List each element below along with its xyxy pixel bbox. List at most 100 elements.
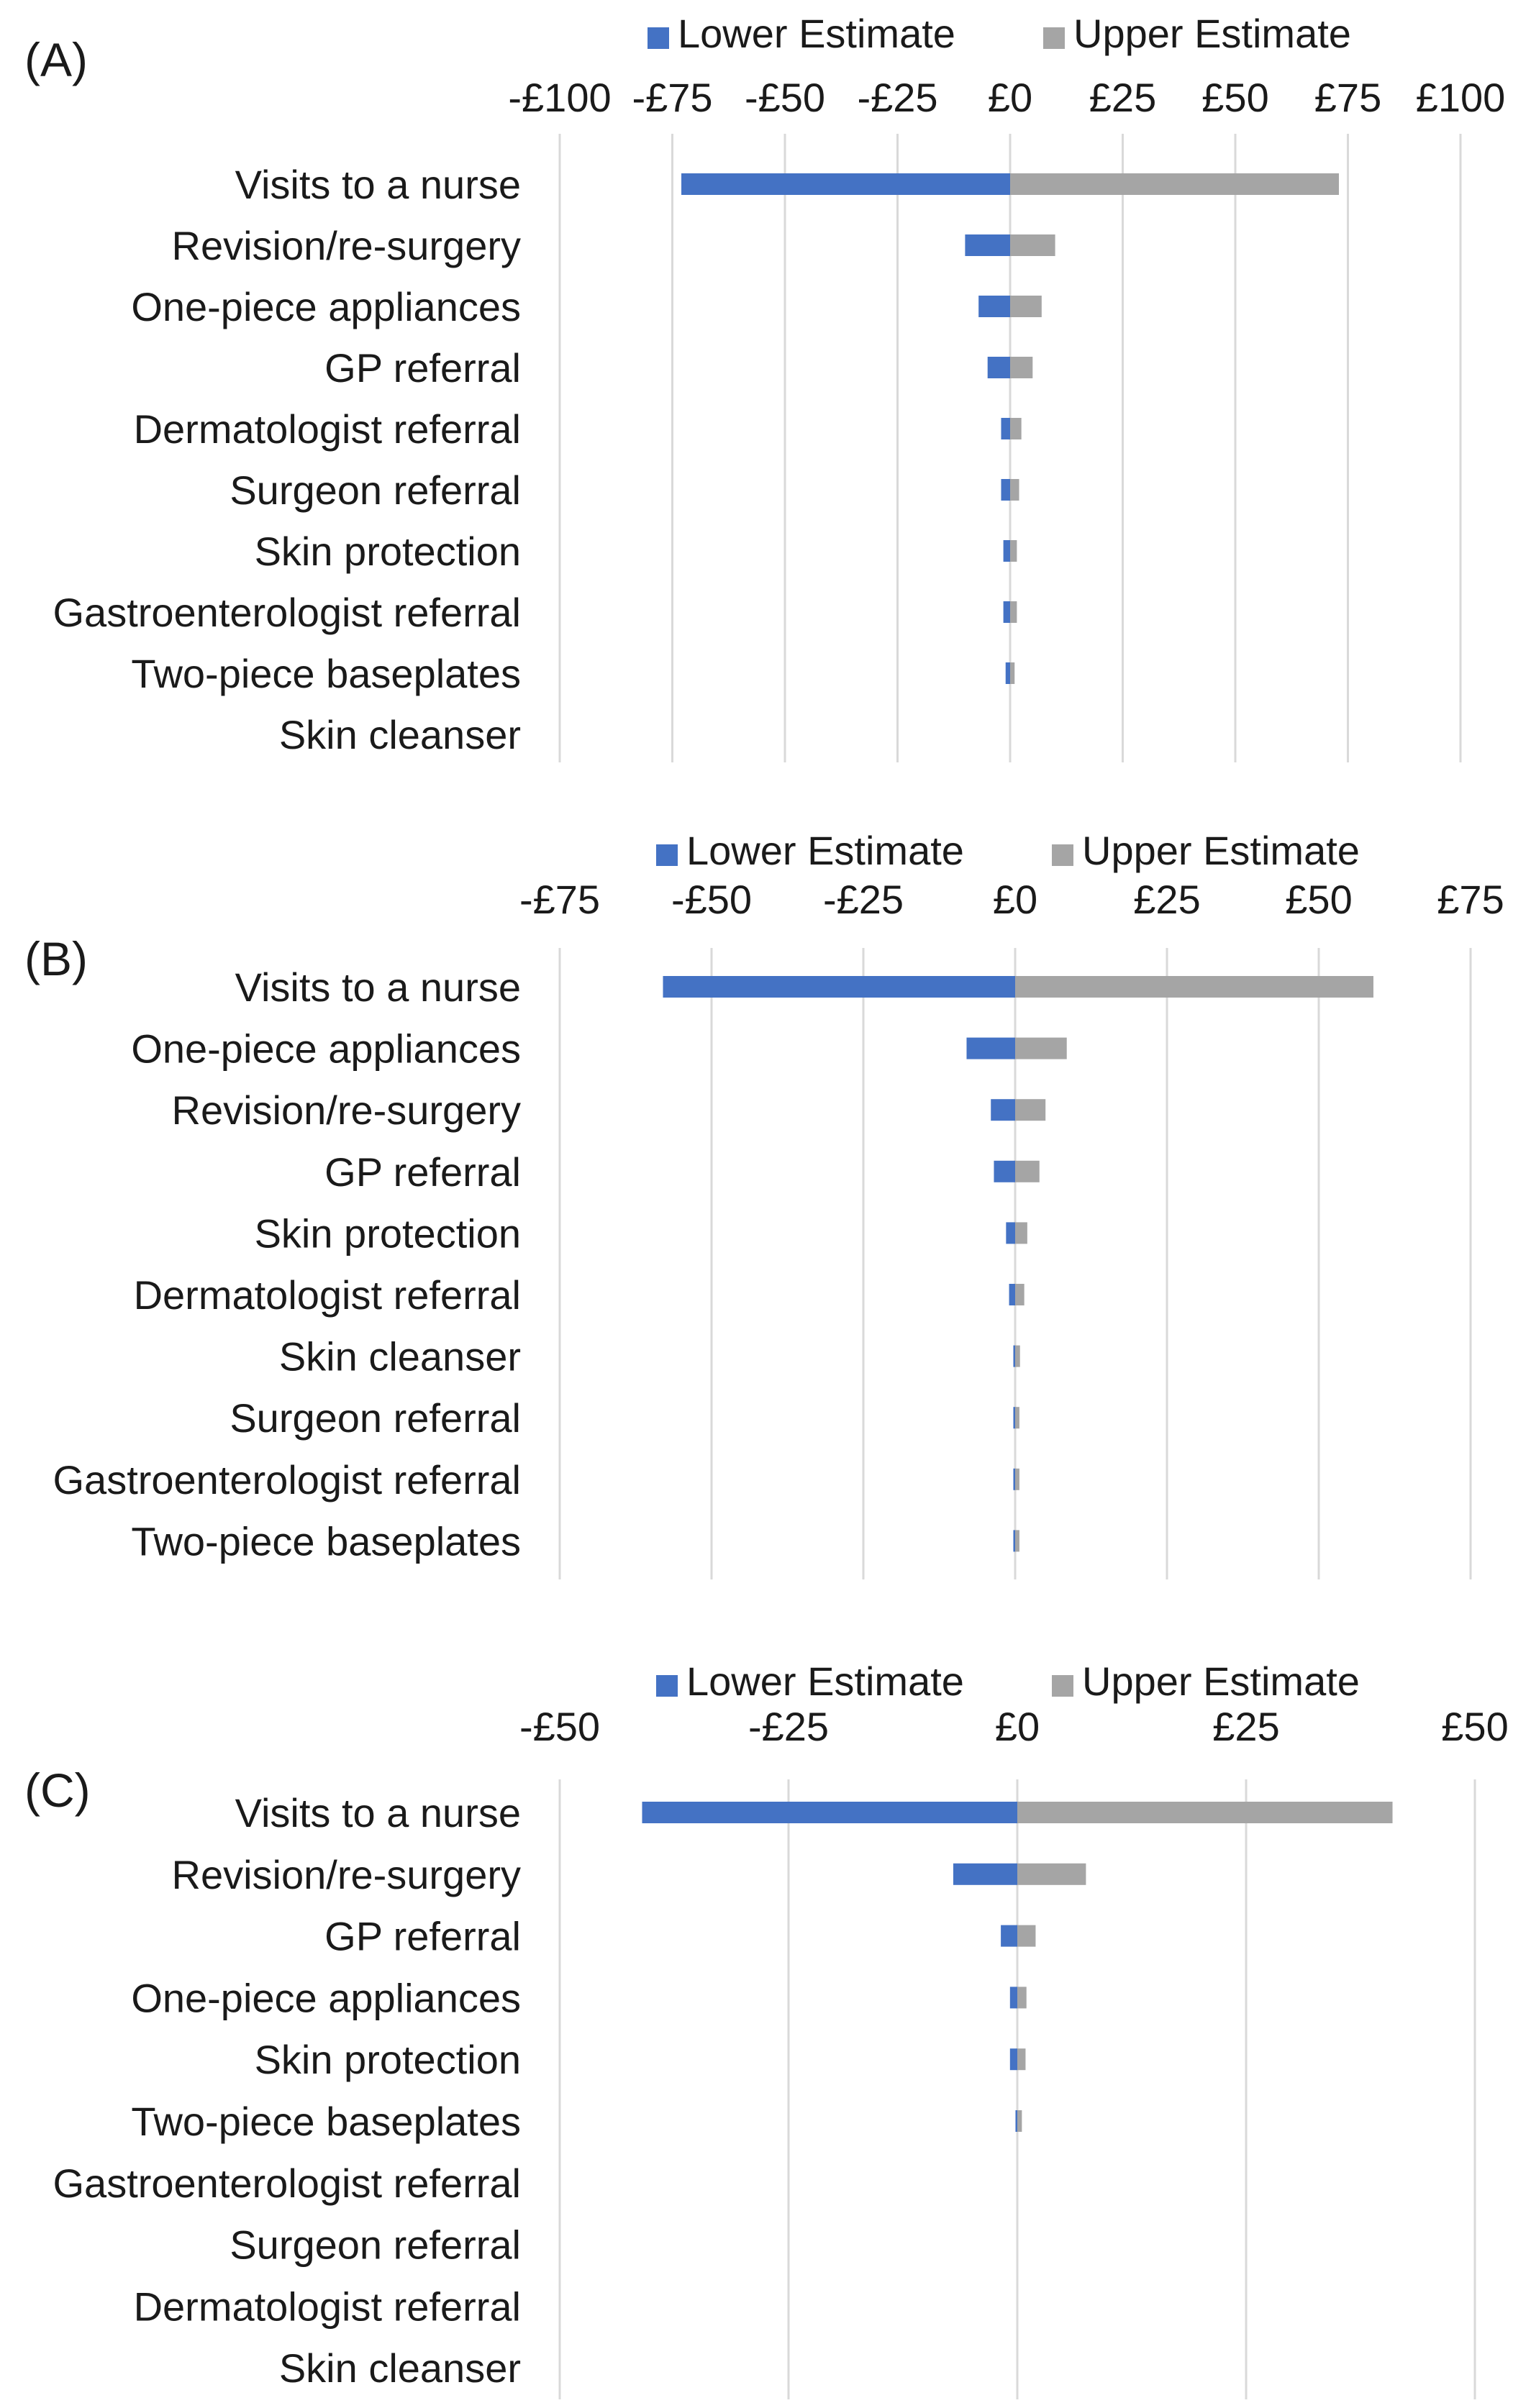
panel-label: (B) — [24, 932, 88, 985]
bar-lower-estimate — [1005, 662, 1010, 684]
category-label: Gastroenterologist referral — [53, 590, 521, 635]
bar-lower-estimate — [1009, 1987, 1017, 2009]
bar-lower-estimate — [1003, 601, 1010, 623]
bar-upper-estimate — [1015, 1284, 1025, 1305]
bar-lower-estimate — [1009, 1284, 1015, 1305]
bar-lower-estimate — [1001, 479, 1010, 501]
bar-lower-estimate — [1013, 1468, 1016, 1490]
bar-lower-estimate — [1013, 1530, 1016, 1552]
bar-lower-estimate — [1006, 1222, 1015, 1244]
x-tick-label: £50 — [1441, 1704, 1508, 1749]
x-tick-label: £50 — [1285, 877, 1352, 922]
bar-upper-estimate — [1010, 296, 1042, 317]
x-tick-label: £0 — [993, 877, 1037, 922]
category-label: Surgeon referral — [230, 1395, 521, 1441]
legend-label-upper: Upper Estimate — [1082, 828, 1360, 873]
category-label: Skin protection — [255, 1210, 521, 1256]
x-tick-label: -£25 — [748, 1704, 829, 1749]
bar-lower-estimate — [1001, 418, 1010, 439]
category-label: One-piece appliances — [131, 1026, 521, 1072]
bar-lower-estimate — [991, 1099, 1015, 1121]
x-tick-label: £25 — [1212, 1704, 1279, 1749]
category-label: GP referral — [324, 1149, 521, 1195]
bar-lower-estimate — [953, 1863, 1017, 1885]
legend-label-lower: Lower Estimate — [678, 11, 955, 56]
legend-swatch-lower — [648, 27, 669, 49]
legend-swatch-upper — [1052, 1675, 1073, 1697]
category-label: Skin protection — [255, 529, 521, 574]
category-label: Dermatologist referral — [134, 1272, 521, 1318]
bar-lower-estimate — [1013, 1345, 1016, 1367]
bar-lower-estimate — [1001, 1925, 1017, 1947]
bar-upper-estimate — [1017, 1987, 1027, 2009]
bar-upper-estimate — [1010, 662, 1015, 684]
bar-lower-estimate — [1003, 540, 1010, 562]
x-tick-label: £75 — [1314, 75, 1381, 120]
legend-label-upper: Upper Estimate — [1082, 1659, 1360, 1704]
legend-swatch-lower — [656, 1675, 678, 1697]
x-tick-label: £25 — [1089, 75, 1156, 120]
bar-lower-estimate — [1009, 2048, 1017, 2071]
legend-label-lower: Lower Estimate — [686, 828, 964, 873]
x-tick-label: -£25 — [823, 877, 904, 922]
x-tick-label: -£100 — [508, 75, 611, 120]
bar-upper-estimate — [1010, 234, 1055, 256]
x-tick-label: -£75 — [519, 877, 600, 922]
category-label: Revision/re-surgery — [172, 223, 522, 268]
category-label: Visits to a nurse — [235, 162, 521, 207]
bar-upper-estimate — [1017, 2110, 1022, 2132]
panel-label: (A) — [24, 33, 88, 86]
category-label: Gastroenterologist referral — [53, 2161, 521, 2206]
bar-lower-estimate — [965, 234, 1010, 256]
legend-swatch-lower — [656, 844, 678, 866]
x-tick-label: -£25 — [857, 75, 937, 120]
bar-upper-estimate — [1010, 479, 1019, 501]
legend-swatch-upper — [1052, 844, 1073, 866]
panel-label: (C) — [24, 1764, 91, 1817]
bar-lower-estimate — [1015, 2110, 1018, 2132]
x-tick-label: -£50 — [519, 1704, 600, 1749]
bar-upper-estimate — [1015, 1099, 1046, 1121]
category-label: Two-piece baseplates — [131, 2099, 521, 2144]
bar-upper-estimate — [1017, 1802, 1393, 1823]
x-tick-label: £50 — [1201, 75, 1268, 120]
category-label: One-piece appliances — [131, 284, 521, 329]
x-tick-label: £75 — [1437, 877, 1504, 922]
category-label: One-piece appliances — [131, 1975, 521, 2020]
category-label: Revision/re-surgery — [172, 1087, 522, 1133]
legend-label-lower: Lower Estimate — [686, 1659, 964, 1704]
legend-swatch-upper — [1043, 27, 1065, 49]
bar-upper-estimate — [1010, 418, 1022, 439]
x-tick-label: -£50 — [671, 877, 752, 922]
category-label: Skin cleanser — [279, 712, 521, 757]
bar-upper-estimate — [1010, 357, 1033, 378]
bar-lower-estimate — [978, 296, 1010, 317]
bar-lower-estimate — [1013, 1407, 1016, 1429]
category-label: Surgeon referral — [230, 468, 521, 513]
category-label: Skin protection — [255, 2037, 521, 2082]
bar-upper-estimate — [1015, 1345, 1020, 1367]
bar-lower-estimate — [994, 1160, 1015, 1182]
category-label: Dermatologist referral — [134, 406, 521, 452]
x-tick-label: £100 — [1416, 75, 1506, 120]
x-tick-label: -£50 — [745, 75, 825, 120]
category-label: Skin cleanser — [279, 1334, 521, 1379]
bar-lower-estimate — [987, 357, 1010, 378]
category-label: Visits to a nurse — [235, 964, 521, 1010]
bar-upper-estimate — [1015, 1530, 1019, 1552]
x-tick-label: -£75 — [632, 75, 712, 120]
bar-upper-estimate — [1015, 1160, 1040, 1182]
bar-upper-estimate — [1015, 976, 1373, 998]
category-label: GP referral — [324, 1914, 521, 1959]
x-tick-label: £0 — [995, 1704, 1040, 1749]
bar-upper-estimate — [1017, 2048, 1026, 2071]
category-label: Gastroenterologist referral — [53, 1457, 521, 1502]
bar-upper-estimate — [1015, 1222, 1027, 1244]
bar-upper-estimate — [1010, 540, 1017, 562]
bar-lower-estimate — [663, 976, 1015, 998]
category-label: Dermatologist referral — [134, 2284, 521, 2329]
category-label: Revision/re-surgery — [172, 1852, 522, 1897]
category-label: Two-piece baseplates — [131, 1518, 521, 1564]
x-tick-label: £0 — [988, 75, 1032, 120]
